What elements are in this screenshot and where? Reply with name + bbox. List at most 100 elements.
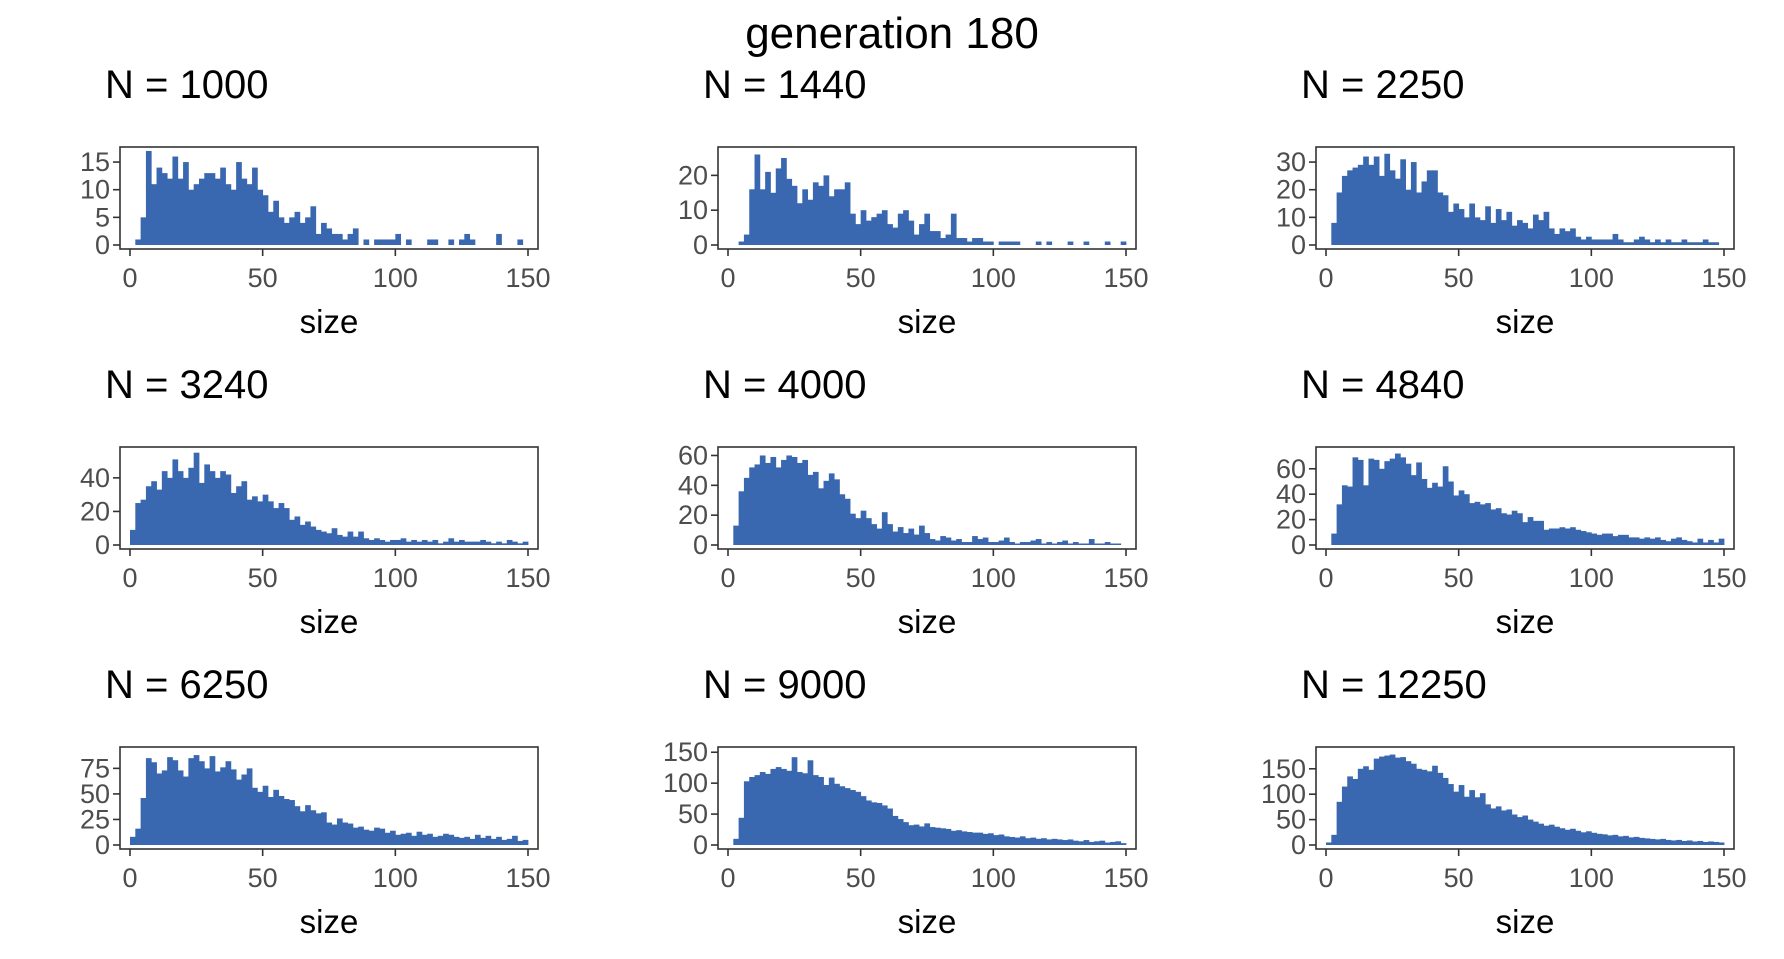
histogram-bar (1649, 242, 1656, 245)
histogram-bar (1009, 836, 1015, 845)
histogram-bar (1057, 542, 1063, 545)
histogram-bar (1373, 156, 1380, 245)
histogram-bar (321, 531, 327, 545)
histogram-bar (135, 239, 142, 245)
histogram-bar (754, 775, 761, 845)
histogram-bar (1341, 485, 1348, 545)
histogram-bar (759, 189, 766, 245)
histogram-bar (1035, 539, 1042, 545)
x-tick-label: 0 (122, 263, 137, 293)
histogram-bar (220, 167, 226, 245)
histogram-bar (1702, 841, 1709, 845)
histogram-bar (1426, 487, 1433, 545)
histogram-bar (448, 538, 455, 545)
x-axis-title: size (300, 903, 359, 940)
histogram-bar (278, 503, 285, 545)
histogram-bar (326, 228, 333, 245)
histogram-bar (331, 528, 338, 545)
histogram-bar (193, 755, 200, 845)
panel-title: N = 6250 (105, 663, 268, 707)
histogram-bar (1394, 453, 1401, 545)
histogram-bar (1426, 170, 1433, 245)
histogram-bar (140, 217, 147, 245)
histogram-bar (733, 525, 740, 545)
histogram-bar (257, 791, 264, 845)
histogram-bar (145, 486, 152, 545)
histogram-bar (860, 510, 867, 545)
histogram-bar (1110, 543, 1116, 545)
histogram-bars (733, 455, 1122, 545)
histogram-bar (966, 832, 973, 845)
histogram-bar (850, 513, 856, 545)
histogram-bar (1543, 211, 1550, 245)
histogram-bar (1046, 542, 1053, 545)
histogram-bar (1692, 841, 1698, 845)
histogram-bar (1495, 806, 1502, 845)
histogram-bar (374, 827, 380, 845)
histogram-bar (453, 541, 460, 545)
histogram-bar (506, 539, 513, 545)
histogram-bar (1607, 835, 1613, 845)
histogram-bar (1591, 533, 1598, 545)
x-axis-title: size (1496, 903, 1555, 940)
histogram-bar (1410, 475, 1417, 545)
histogram-bar (411, 835, 417, 845)
histogram-bar (204, 768, 210, 845)
histogram-bar (759, 455, 766, 545)
histogram-bar (738, 491, 745, 545)
histogram-bar (1120, 843, 1127, 845)
histogram-bar (1067, 543, 1074, 545)
histogram-bar (977, 832, 984, 845)
histogram-bar (1655, 239, 1661, 245)
y-tick-label: 50 (1276, 805, 1306, 835)
histogram-bar (1681, 539, 1688, 545)
histogram-bar (802, 459, 808, 545)
histogram-bar (315, 529, 322, 545)
histogram-bar (1094, 841, 1100, 845)
histogram-bar (310, 526, 317, 545)
x-tick-label: 150 (505, 263, 550, 293)
histogram-bar (865, 800, 872, 845)
x-axis-title: size (1496, 303, 1555, 340)
histogram-bar (1379, 756, 1385, 845)
histogram-bar (368, 539, 375, 545)
y-tick-label: 40 (678, 470, 708, 500)
histogram-bar (982, 537, 989, 545)
histogram-bar (1633, 836, 1640, 845)
histogram-bar (839, 494, 846, 545)
histogram-bar (791, 757, 798, 845)
histogram-bar (214, 178, 221, 245)
histogram-bar (432, 239, 439, 245)
histogram-bar (1088, 539, 1095, 545)
histogram-bar (913, 534, 920, 545)
y-tick-label: 15 (80, 147, 110, 177)
x-axis-title: size (898, 903, 957, 940)
y-tick-label: 20 (1276, 175, 1306, 205)
x-tick-label: 100 (971, 563, 1016, 593)
histogram-panel-n3240: N = 3240 0 50 100 150 0 20 40 size (80, 362, 660, 652)
histogram-bar (395, 834, 402, 845)
histogram-bar (236, 162, 242, 245)
histogram-bar (1670, 242, 1677, 245)
y-tick-label: 0 (1291, 230, 1306, 260)
histogram-bar (236, 779, 242, 845)
histogram-bar (1347, 776, 1353, 845)
histogram-bar (1586, 532, 1592, 545)
x-axis-title: size (300, 603, 359, 640)
histogram-bar (405, 541, 412, 545)
histogram-bar (791, 456, 798, 545)
histogram-bar (956, 238, 962, 245)
histogram-bar (156, 167, 163, 245)
histogram-bar (781, 768, 787, 845)
histogram-bar (379, 539, 386, 545)
histogram-bar (310, 206, 317, 245)
histogram-bar (289, 519, 295, 545)
histogram-bar (743, 477, 750, 545)
histogram-bar (267, 796, 274, 845)
histogram-bar (405, 832, 412, 845)
histogram-bar (1586, 236, 1592, 245)
histogram-bar (1363, 485, 1369, 545)
